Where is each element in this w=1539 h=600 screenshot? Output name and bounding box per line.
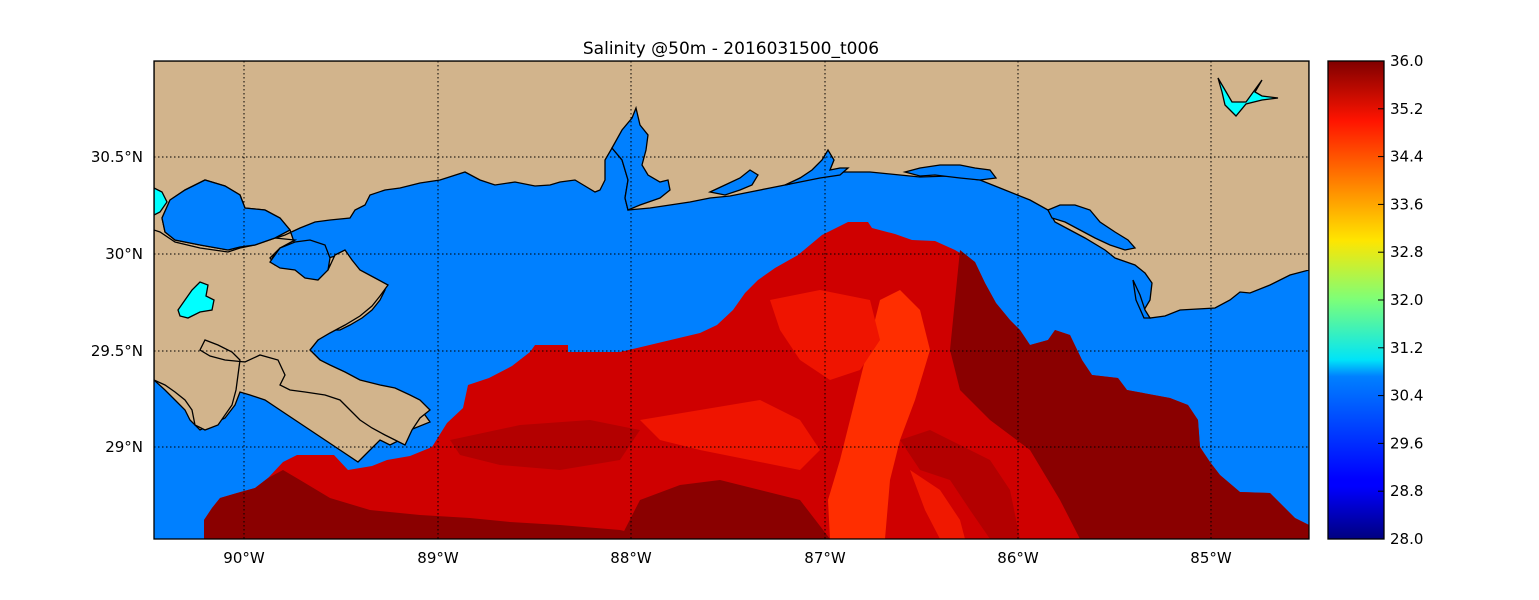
colorbar-label: 35.2 [1390, 100, 1423, 118]
longitude-labels: 90°W 89°W 88°W 87°W 86°W 85°W [223, 549, 1232, 567]
map-frame [153, 60, 1310, 540]
colorbar-label: 34.4 [1390, 148, 1423, 166]
colorbar-label: 32.8 [1390, 243, 1423, 261]
colorbar-label: 31.2 [1390, 339, 1423, 357]
lat-label: 30.5°N [91, 148, 143, 166]
colorbar-label: 30.4 [1390, 387, 1423, 405]
lake-salvador [177, 281, 215, 319]
apalachicola-bay [1047, 204, 1137, 251]
graticule [154, 61, 1309, 539]
colorbar-label: 36.0 [1390, 52, 1423, 70]
pensacola-bay [707, 169, 759, 196]
lat-label: 30°N [105, 245, 143, 263]
lake-borgne [269, 239, 331, 281]
st-andrew-bay [902, 164, 998, 181]
colorbar-label: 32.0 [1390, 291, 1423, 309]
colorbar-label: 28.0 [1390, 530, 1423, 548]
colorbar-gradient [1327, 60, 1385, 540]
lon-label: 85°W [1190, 549, 1232, 567]
lake-pontchartrain [161, 179, 292, 251]
lake-talquin [1217, 77, 1279, 117]
lake-maurepas [154, 187, 168, 216]
lat-label: 29.5°N [91, 342, 143, 360]
colorbar-label: 33.6 [1390, 195, 1423, 213]
st-joseph-bay [1132, 279, 1152, 319]
map-panel [154, 61, 1309, 539]
choctawhatchee-bay [784, 148, 850, 186]
lon-label: 88°W [610, 549, 652, 567]
colorbar-label: 28.8 [1390, 482, 1423, 500]
lon-label: 86°W [997, 549, 1039, 567]
colorbar-label: 29.6 [1390, 434, 1423, 452]
colorbar: 36.0 35.2 34.4 33.6 32.8 32.0 31.2 30.4 29.6 28.8… [1327, 52, 1423, 548]
latitude-labels: 30.5°N 30°N 29.5°N 29°N [91, 148, 143, 456]
mobile-bay [611, 105, 671, 211]
lon-label: 90°W [223, 549, 265, 567]
map-title: Salinity @50m - 2016031500_t006 [583, 39, 879, 59]
lon-label: 87°W [804, 549, 846, 567]
colorbar-ticks: 36.0 35.2 34.4 33.6 32.8 32.0 31.2 30.4 29.6 28.8… [1378, 52, 1423, 548]
lat-label: 29°N [105, 438, 143, 456]
lon-label: 89°W [417, 549, 459, 567]
salinity-field [204, 222, 1309, 539]
